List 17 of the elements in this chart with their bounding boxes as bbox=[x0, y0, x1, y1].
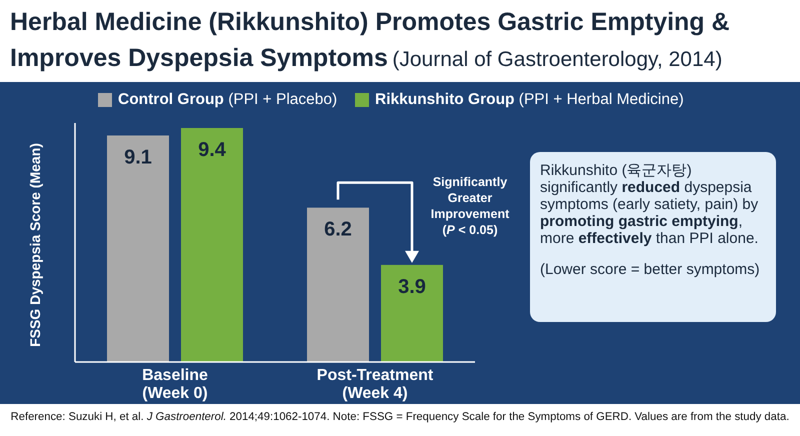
y-axis-title: FSSG Dyspepsia Score (Mean) bbox=[27, 143, 43, 347]
annotation: Significantly Greater Improvement (P < 0.05) bbox=[430, 174, 510, 238]
bar bbox=[307, 208, 369, 362]
x-tick-label: Baseline (Week 0) bbox=[141, 367, 209, 403]
title: Herbal Medicine (Rikkunshito) Promotes Gastric Emptying & Improves Dyspepsia Symptoms (Journal of Gastroenterology, 2014) bbox=[10, 7, 731, 74]
data-label: 6.2 bbox=[324, 218, 352, 241]
data-label: 9.4 bbox=[198, 139, 227, 161]
bar bbox=[181, 128, 243, 362]
legend-label: Control Group (PPI + Placebo) bbox=[118, 90, 338, 110]
legend-label: Rikkunshito Group (PPI + Herbal Medicine) bbox=[375, 90, 684, 110]
bar bbox=[107, 135, 169, 362]
bar bbox=[381, 264, 443, 362]
card: Rikkunshito (육군자탕) significantly reduced dyspepsia symptoms (early satiety, pain) by promoting gastric emptying, more effectively than PPI alone. (Lower score = better symptoms) bbox=[530, 152, 776, 322]
text: Reference: Suzuki H, et al. J Gastroenterol. 2014;49:1062-1074. Note: FSSG = Frequency Scale for the Symptoms of GERD. Values are from the study data. bbox=[10, 411, 790, 423]
x-tick-label: Post-Treatment (Week 4) bbox=[316, 367, 434, 403]
data-label: 3.9 bbox=[398, 276, 426, 298]
data-label: 9.1 bbox=[124, 146, 152, 168]
